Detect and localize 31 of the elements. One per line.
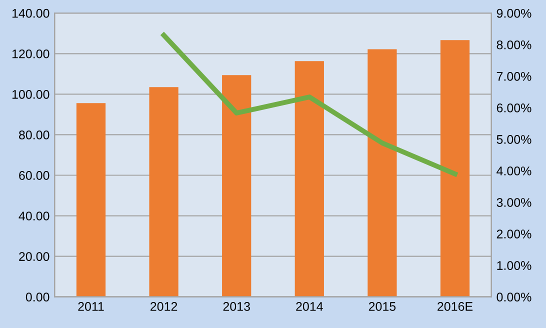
- bar: [294, 61, 324, 297]
- x-tick-label: 2011: [78, 302, 104, 311]
- y-tick-label: 0.00: [26, 292, 50, 302]
- y-tick-label: 20.00: [19, 252, 50, 261]
- y-tick-label: 80.00: [19, 130, 50, 140]
- y2-tick-label: 2.00%: [496, 230, 532, 238]
- bar: [368, 49, 397, 297]
- y-tick-label: 40.00: [18, 212, 50, 220]
- x-tick-label: 2016E: [438, 302, 473, 311]
- y2-tick-label: 8.00%: [496, 40, 532, 50]
- y2-tick-label: 4.00%: [496, 166, 532, 176]
- y2-tick-label: 6.00%: [496, 103, 532, 112]
- bar: [149, 87, 178, 297]
- bar: [440, 40, 470, 297]
- bar: [222, 75, 252, 297]
- x-tick-label: 2013: [223, 302, 250, 311]
- y2-tick-label: 0.00%: [496, 292, 532, 302]
- y-tick-label: 60.00: [19, 171, 50, 180]
- y-tick-label: 140.00: [12, 8, 50, 18]
- y2-tick-label: 5.00%: [496, 135, 532, 144]
- y2-tick-label: 3.00%: [496, 198, 532, 207]
- y-tick-label: 120.00: [12, 49, 50, 58]
- line-series: [161, 32, 458, 176]
- x-tick-label: 2012: [150, 302, 178, 311]
- y2-tick-label: 1.00%: [497, 261, 532, 270]
- bar: [76, 103, 106, 297]
- x-tick-label: 2015: [368, 302, 396, 311]
- y2-tick-label: 7.00%: [496, 72, 532, 81]
- y-tick-label: 100.00: [12, 90, 50, 99]
- y2-tick-label: 9.00%: [496, 8, 532, 18]
- x-tick-label: 2014: [296, 302, 323, 311]
